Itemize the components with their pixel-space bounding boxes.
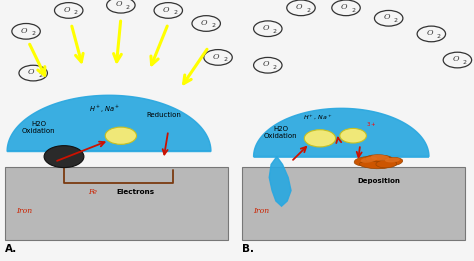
Text: O: O	[163, 6, 170, 14]
Text: $H^+$, $Na^+$: $H^+$, $Na^+$	[303, 114, 332, 122]
Text: 2: 2	[437, 34, 440, 39]
Bar	[242, 167, 465, 240]
Text: Iron: Iron	[254, 207, 270, 215]
Text: O: O	[21, 27, 27, 34]
Ellipse shape	[359, 161, 390, 169]
Text: 2: 2	[126, 5, 130, 10]
Text: Iron: Iron	[17, 207, 33, 215]
Text: H2O
Oxidation: H2O Oxidation	[22, 121, 55, 134]
Text: 2: 2	[223, 57, 227, 62]
Text: O: O	[201, 19, 208, 27]
Ellipse shape	[376, 160, 397, 168]
Text: O: O	[64, 6, 70, 14]
Text: A.: A.	[5, 244, 17, 254]
Circle shape	[44, 146, 84, 168]
Text: O: O	[263, 24, 269, 32]
Text: O: O	[116, 1, 122, 8]
Circle shape	[304, 130, 336, 147]
Text: 2: 2	[211, 23, 215, 28]
Ellipse shape	[365, 155, 393, 164]
Text: O: O	[426, 29, 433, 37]
Text: 2: 2	[394, 18, 398, 23]
Text: 2: 2	[273, 28, 277, 34]
Ellipse shape	[379, 157, 403, 166]
Circle shape	[105, 127, 137, 144]
Polygon shape	[7, 95, 211, 151]
Text: 2: 2	[31, 31, 35, 36]
Ellipse shape	[361, 157, 377, 163]
Text: O: O	[213, 53, 219, 61]
Text: O: O	[341, 3, 347, 11]
Text: O: O	[452, 55, 459, 63]
Text: 2: 2	[463, 60, 466, 65]
Text: H2O
Oxidation: H2O Oxidation	[264, 126, 297, 139]
Ellipse shape	[371, 155, 390, 161]
Ellipse shape	[385, 158, 400, 162]
Text: 2: 2	[38, 73, 42, 78]
Text: $^{3+}$: $^{3+}$	[366, 121, 377, 130]
Circle shape	[340, 128, 366, 143]
Text: O: O	[383, 14, 390, 21]
Bar	[5, 167, 228, 240]
Ellipse shape	[354, 157, 381, 166]
Text: 2: 2	[306, 8, 310, 13]
Text: O: O	[263, 61, 269, 68]
Text: Electrons: Electrons	[116, 189, 154, 195]
Text: O: O	[28, 68, 35, 76]
Polygon shape	[254, 108, 429, 157]
Text: 2: 2	[74, 10, 78, 15]
Text: O: O	[296, 3, 302, 11]
Text: $H^+$, $Na^+$: $H^+$, $Na^+$	[89, 104, 120, 115]
Text: B.: B.	[242, 244, 254, 254]
Polygon shape	[269, 157, 291, 206]
Text: Fe: Fe	[88, 188, 97, 197]
Text: Deposition: Deposition	[358, 178, 401, 184]
Text: 2: 2	[273, 65, 277, 70]
Text: 2: 2	[351, 8, 355, 13]
Text: 2: 2	[173, 10, 177, 15]
Text: Reduction: Reduction	[146, 112, 181, 118]
